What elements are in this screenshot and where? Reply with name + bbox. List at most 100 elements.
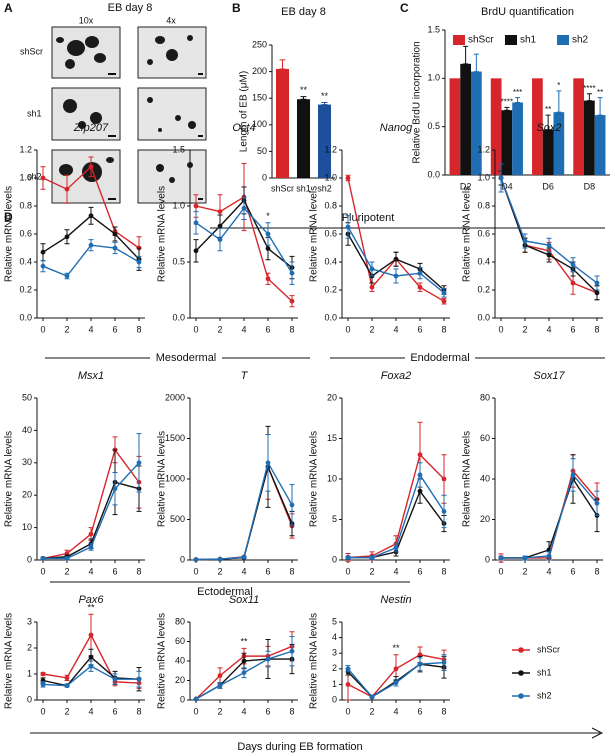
significance: ** xyxy=(545,105,551,114)
row-label: sh2 xyxy=(27,171,42,181)
chart-title: EB day 8 xyxy=(281,6,326,18)
point xyxy=(136,259,142,265)
point xyxy=(217,556,223,562)
point xyxy=(417,472,423,478)
point xyxy=(64,683,70,689)
column-label: 4x xyxy=(166,15,176,25)
chart-title: Msx1 xyxy=(78,370,104,382)
embryoid-bodies xyxy=(56,35,196,183)
point xyxy=(88,544,94,550)
y-tick-label: 1.0 xyxy=(172,200,185,210)
y-tick-label: 1.0 xyxy=(477,172,490,182)
y-tick-label: 250 xyxy=(252,39,267,49)
bar xyxy=(449,78,461,175)
micrographs xyxy=(51,26,207,204)
group-label: Mesodermal xyxy=(156,352,217,364)
x-tick-label: 6 xyxy=(417,706,422,716)
x-tick-label: 2 xyxy=(64,566,69,576)
x-tick-label: 8 xyxy=(441,706,446,716)
y-tick-label: 20 xyxy=(327,392,337,402)
arrow-head xyxy=(591,727,604,739)
chart-title: Zfp207 xyxy=(73,122,109,134)
x-tick-label: 4 xyxy=(393,706,398,716)
x-tick-label: 0 xyxy=(193,324,198,334)
point xyxy=(112,231,118,237)
y-tick-label: 0.6 xyxy=(324,228,337,238)
point xyxy=(345,555,351,560)
point xyxy=(241,554,247,560)
point xyxy=(289,502,295,508)
chart-title: Oct4 xyxy=(232,122,255,134)
y-axis-label: Relative mRNA levels xyxy=(309,613,320,709)
point xyxy=(570,262,576,268)
x-tick-label: D6 xyxy=(542,181,554,191)
y-tick-label: 150 xyxy=(252,93,267,103)
row-label: shScr xyxy=(20,46,43,56)
point xyxy=(64,555,70,561)
x-tick-label: 8 xyxy=(289,566,294,576)
point xyxy=(417,488,423,494)
point xyxy=(393,273,399,279)
point xyxy=(594,290,600,296)
y-tick-label: 0.2 xyxy=(477,284,490,294)
significance: * xyxy=(557,81,560,90)
point xyxy=(217,682,223,688)
y-tick-label: 0.2 xyxy=(324,284,337,294)
point xyxy=(265,276,271,282)
point xyxy=(64,273,70,279)
row-label: sh1 xyxy=(27,108,42,118)
x-tick-label: 0 xyxy=(498,566,503,576)
x-tick-label: 6 xyxy=(570,324,575,334)
x-tick-label: 0 xyxy=(40,324,45,334)
point xyxy=(193,557,199,562)
x-tick-label: 6 xyxy=(417,324,422,334)
error-bar xyxy=(586,93,592,102)
y-tick-label: 0 xyxy=(262,172,267,182)
x-tick-label: 8 xyxy=(289,324,294,334)
error-bar xyxy=(515,97,521,103)
point xyxy=(498,175,504,181)
micrograph xyxy=(137,149,207,204)
point xyxy=(136,676,142,682)
point xyxy=(546,242,552,248)
point xyxy=(193,248,199,254)
point xyxy=(241,658,247,664)
y-tick-label: 0.6 xyxy=(477,228,490,238)
point xyxy=(265,231,271,237)
point xyxy=(393,256,399,262)
error-bar xyxy=(473,53,479,73)
bar xyxy=(296,99,311,178)
chart-title: Nanog xyxy=(380,122,413,134)
x-tick-label: 2 xyxy=(217,566,222,576)
x-tick-label: 4 xyxy=(393,324,398,334)
significance: ** xyxy=(240,637,248,647)
x-tick-label: 0 xyxy=(345,706,350,716)
point xyxy=(40,682,46,687)
x-tick-label: sh1 xyxy=(296,183,311,193)
x-tick-label: 4 xyxy=(88,566,93,576)
y-tick-label: 3 xyxy=(332,648,337,658)
line xyxy=(500,177,598,294)
y-tick-label: 10 xyxy=(22,522,32,532)
line xyxy=(195,460,293,561)
y-tick-label: 0 xyxy=(332,554,337,564)
x-tick-label: 4 xyxy=(88,706,93,716)
significance: ** xyxy=(321,91,329,101)
x-tick-label: 6 xyxy=(265,566,270,576)
x-tick-label: 0 xyxy=(345,324,350,334)
y-axis-label: Relative mRNA levels xyxy=(157,186,168,282)
column-label: 10x xyxy=(79,15,94,25)
x-tick-label: 8 xyxy=(441,566,446,576)
y-tick-label: 4 xyxy=(332,632,337,642)
bar xyxy=(512,102,523,175)
point xyxy=(40,671,46,677)
y-tick-label: 0.2 xyxy=(19,284,32,294)
y-tick-label: 50 xyxy=(257,146,267,156)
legend-swatch xyxy=(557,35,569,45)
y-tick-label: 15 xyxy=(327,433,337,443)
x-tick-label: 2 xyxy=(522,566,527,576)
x-tick-label: 8 xyxy=(136,706,141,716)
error-bar xyxy=(321,101,328,106)
y-tick-label: 0.4 xyxy=(19,256,32,266)
x-tick-label: 4 xyxy=(241,566,246,576)
